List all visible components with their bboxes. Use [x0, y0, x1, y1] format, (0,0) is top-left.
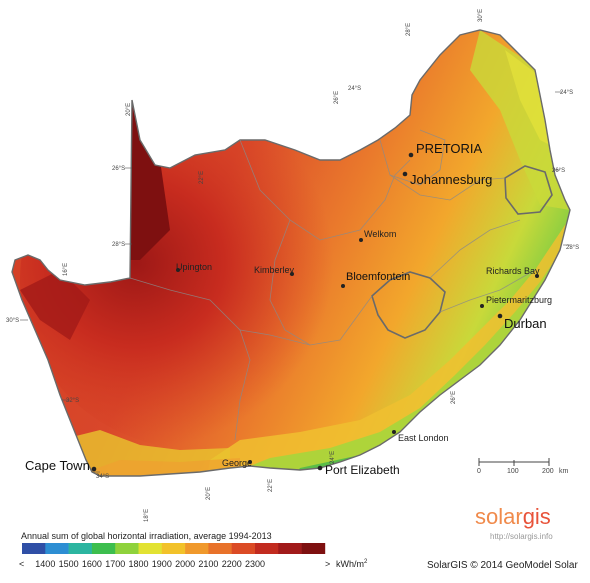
lat-label: 30°S — [6, 318, 19, 324]
legend-tick-label: 2200 — [222, 559, 242, 569]
city-label-pretoria: PRETORIA — [416, 141, 483, 156]
city-label-pietermaritzburg: Pietermaritzburg — [486, 295, 552, 305]
lon-label: 26°E — [451, 391, 457, 404]
legend-tick-label: 2300 — [245, 559, 265, 569]
city-dot-upington — [176, 268, 180, 272]
lon-label: 24°E — [330, 451, 336, 464]
legend-swatch — [138, 543, 163, 554]
city-labels: PRETORIA Johannesburg Welkom Bloemfontei… — [25, 141, 552, 477]
legend-title: Annual sum of global horizontal irradiat… — [21, 531, 272, 541]
city-label-east-london: East London — [398, 433, 449, 443]
legend-tick-label: 2100 — [198, 559, 218, 569]
swaziland-border — [504, 165, 553, 215]
city-dot-welkom — [359, 238, 363, 242]
lon-label: 30°E — [478, 9, 484, 22]
legend-unit: kWh/m2 — [336, 559, 368, 569]
scale-tick-100: 100 — [507, 468, 519, 475]
lat-label: 28°S — [566, 245, 579, 251]
lon-label: 26°E — [334, 91, 340, 104]
city-label-cape-town: Cape Town — [25, 458, 90, 473]
lon-label: 18°E — [144, 509, 150, 522]
legend-tick-label: 1500 — [59, 559, 79, 569]
legend-swatch — [208, 543, 232, 554]
city-label-johannesburg: Johannesburg — [410, 172, 492, 187]
city-label-richards-bay: Richards Bay — [486, 266, 540, 276]
legend-swatch — [278, 543, 302, 554]
legend-swatch — [91, 543, 116, 554]
city-label-bloemfontein: Bloemfontein — [346, 271, 410, 283]
latitude-labels: 26°S 28°S 30°S 32°S 34°S 24°S 26°S 28°S … — [6, 86, 579, 480]
scale-tick-0: 0 — [477, 468, 481, 475]
graticule-ticks — [20, 91, 570, 473]
solargis-url: http://solargis.info — [490, 532, 553, 541]
legend-swatch — [185, 543, 209, 554]
legend-greater-than: > — [325, 559, 330, 569]
city-dot-pietermaritzburg — [480, 304, 484, 308]
country-border — [11, 29, 571, 477]
city-dot-johannesburg — [402, 171, 408, 177]
lat-label: 26°S — [112, 166, 125, 172]
longitude-labels: 30°E 28°E 26°E 20°E 22°E 16°E 18°E 20°E … — [63, 9, 484, 522]
legend-swatch — [45, 543, 69, 554]
lon-label: 16°E — [63, 263, 69, 276]
legend-swatches — [22, 543, 326, 554]
scale-bar: 0 100 200 km — [477, 458, 569, 475]
legend-tick-label: 1900 — [152, 559, 172, 569]
legend-tick-label: 2000 — [175, 559, 195, 569]
legend-swatch — [301, 543, 326, 554]
scale-tick-200: 200 — [542, 468, 554, 475]
lat-label: 32°S — [66, 398, 79, 404]
city-markers — [91, 152, 539, 472]
city-dot-george — [248, 460, 252, 464]
branding: solargis http://solargis.info SolarGIS ©… — [427, 504, 578, 571]
city-label-welkom: Welkom — [364, 229, 396, 239]
lon-label: 28°E — [406, 23, 412, 36]
city-dot-port-elizabeth — [317, 465, 323, 471]
city-dot-cape-town — [91, 466, 97, 472]
lon-label: 22°E — [199, 171, 205, 184]
legend-swatch — [22, 543, 46, 554]
legend-swatch — [68, 543, 93, 554]
legend-swatch — [115, 543, 139, 554]
city-label-kimberley: Kimberley — [254, 265, 295, 275]
legend-tick-label: 1400 — [35, 559, 55, 569]
city-dot-durban — [497, 313, 503, 319]
lat-label: 34°S — [96, 474, 109, 480]
city-label-upington: Upington — [176, 262, 212, 272]
legend-tick-label: 1800 — [129, 559, 149, 569]
legend-less-than: < — [19, 559, 24, 569]
legend: Annual sum of global horizontal irradiat… — [19, 531, 368, 569]
solargis-logo: solargis — [475, 504, 551, 529]
legend-tick-label: 1600 — [82, 559, 102, 569]
lat-label: 24°S — [560, 90, 573, 96]
legend-swatch — [255, 543, 279, 554]
legend-tick-label: 1700 — [105, 559, 125, 569]
city-dot-bloemfontein — [341, 284, 345, 288]
lon-label: 20°E — [126, 103, 132, 116]
irradiation-raster — [12, 30, 570, 476]
city-label-george: George — [222, 458, 252, 468]
legend-swatch — [231, 543, 256, 554]
lat-label: 28°S — [112, 242, 125, 248]
copyright: SolarGIS © 2014 GeoModel Solar — [427, 560, 578, 571]
lat-label: 24°S — [348, 86, 361, 92]
city-dot-pretoria — [408, 152, 414, 158]
lon-label: 22°E — [268, 479, 274, 492]
legend-ticks: 1400 1500 1600 1700 1800 1900 2000 2100 2200 2300 — [35, 559, 265, 569]
lon-label: 20°E — [206, 487, 212, 500]
city-dot-richards-bay — [535, 274, 539, 278]
city-label-port-elizabeth: Port Elizabeth — [325, 463, 400, 477]
province-borders — [129, 129, 536, 441]
city-dot-east-london — [392, 430, 396, 434]
city-label-durban: Durban — [504, 316, 547, 331]
lat-label: 26°S — [552, 168, 565, 174]
scale-unit: km — [559, 468, 569, 475]
legend-swatch — [161, 543, 186, 554]
city-dot-kimberley — [290, 272, 294, 276]
